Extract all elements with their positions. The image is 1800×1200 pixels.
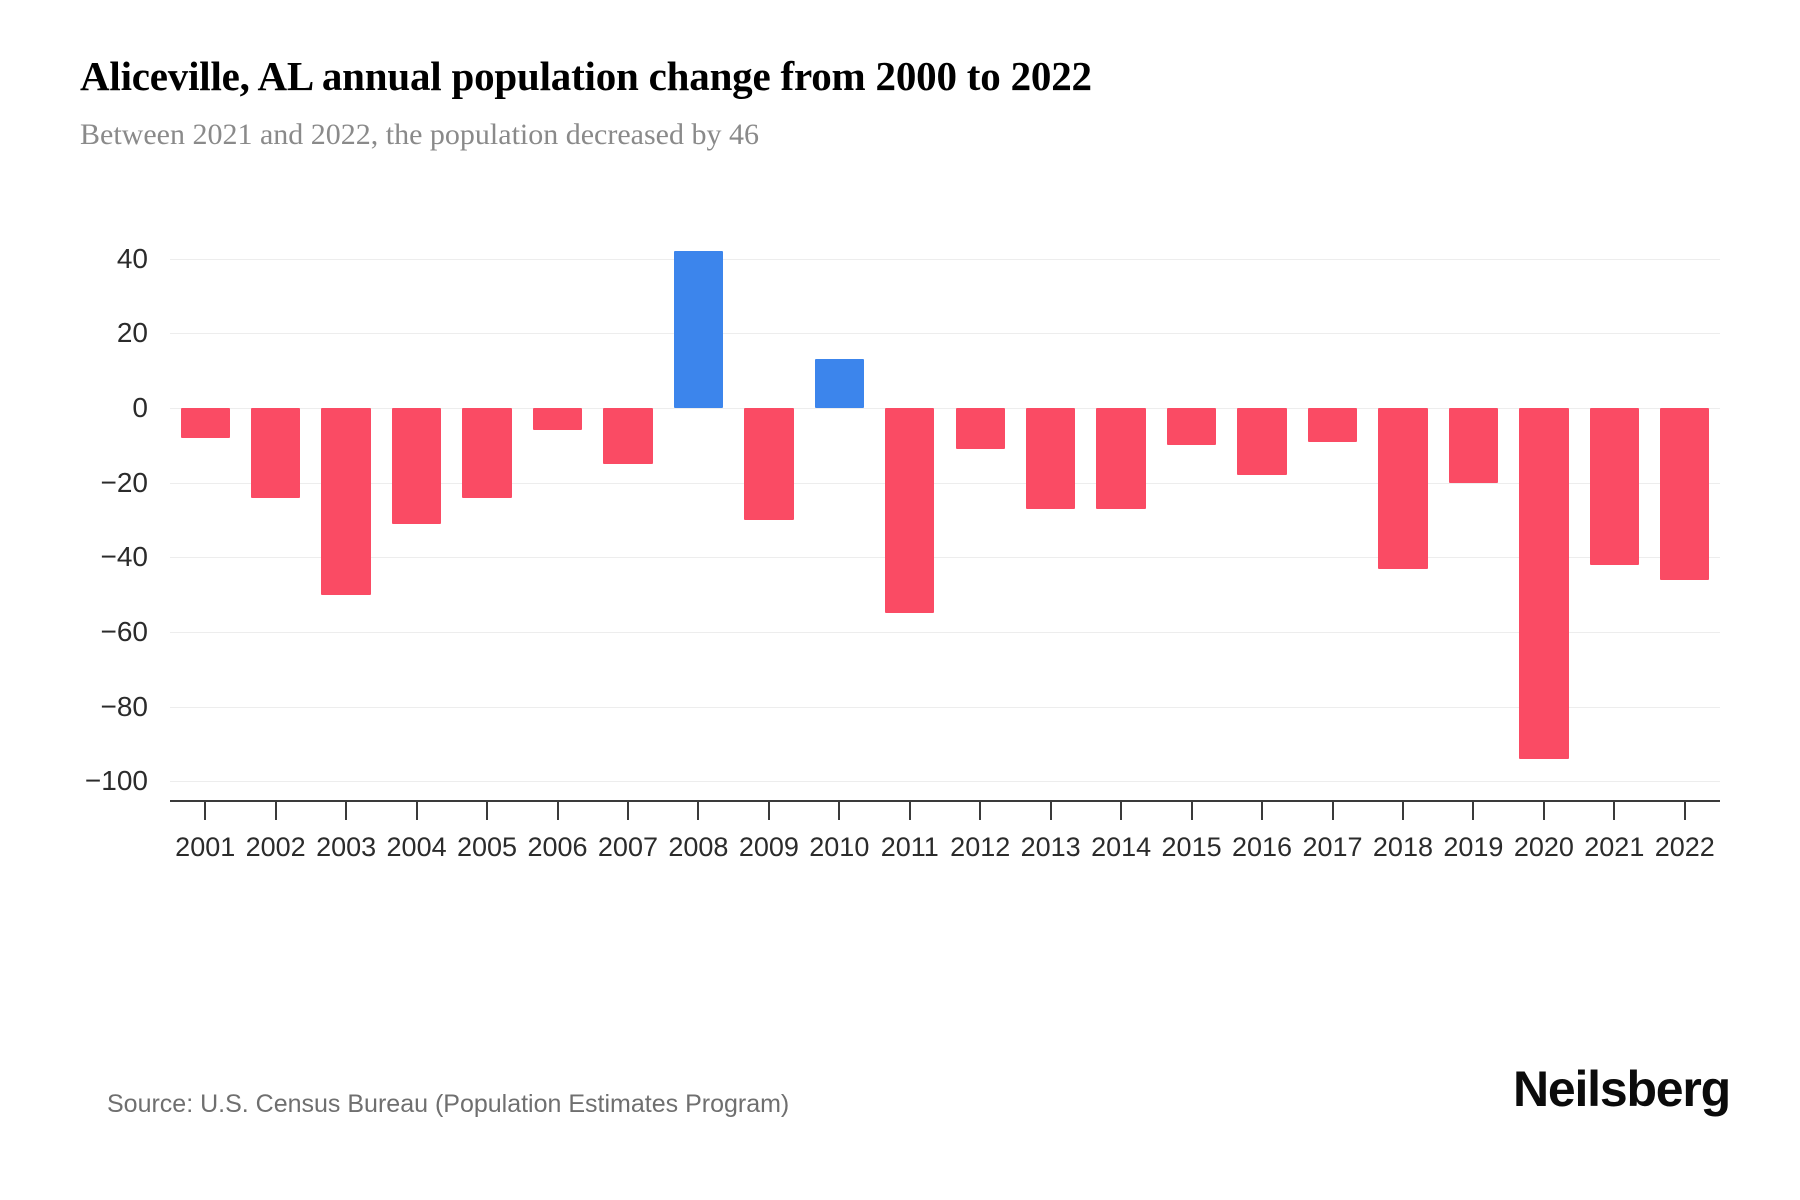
bar-2021[interactable] [1589,408,1639,565]
bar-2003[interactable] [321,408,371,595]
x-axis-tick-mark [345,802,348,820]
x-axis-tick-mark [1542,802,1545,820]
bar-2006[interactable] [532,408,583,431]
y-axis-tick-label: 0 [132,392,148,423]
x-axis-tick-label: 2012 [950,832,1011,862]
y-axis-tick-label: 20 [116,317,148,349]
x-axis-tick-mark [556,802,559,820]
x-axis-tick-label: 2001 [175,832,236,862]
page-subtitle: Between 2021 and 2022, the population de… [80,118,759,151]
x-axis-tick-mark [1683,802,1686,820]
x-axis-tick-mark [979,802,982,820]
x-axis-tick-label: 2009 [738,832,799,862]
bar-2012[interactable] [955,408,1005,450]
x-axis-tick-mark [415,802,418,820]
bar-2005[interactable] [462,408,512,498]
x-axis-tick-label: 2005 [456,832,518,862]
gridline [170,632,1720,633]
gridline [170,557,1720,559]
x-axis-tick-mark [1049,802,1052,820]
x-axis-tick-mark [1120,802,1123,820]
bar-2010[interactable] [814,359,864,408]
gridline [170,706,1720,708]
gridline [170,333,1720,335]
bar-2013[interactable] [1026,408,1076,509]
y-axis-tick-label: −40 [100,541,149,573]
bar-2020[interactable] [1519,408,1569,759]
x-axis-tick-mark [908,802,911,820]
bar-2004[interactable] [391,408,442,524]
gridline [170,408,1720,409]
y-axis-tick-label: 40 [116,242,148,274]
page-title: Aliceville, AL annual population change … [80,53,1092,99]
y-axis-tick-label: −60 [100,616,149,647]
x-axis-tick-label: 2007 [597,832,658,862]
gridline [170,482,1720,484]
y-axis-tick-label: −80 [100,690,149,722]
x-axis-tick-mark [626,802,629,820]
x-axis-tick-label: 2003 [316,832,377,862]
x-axis-tick-label: 2010 [809,832,870,862]
x-axis-tick-label: 2017 [1302,832,1363,862]
bar-2011[interactable] [885,408,935,614]
x-axis-tick-label: 2019 [1443,832,1504,862]
bar-2016[interactable] [1237,408,1287,476]
bar-2018[interactable] [1378,408,1428,569]
y-axis-tick-label: −20 [100,466,149,498]
x-axis-tick-label: 2013 [1020,832,1081,862]
bar-2022[interactable] [1660,408,1710,580]
bar-2017[interactable] [1307,408,1358,442]
source-note: Source: U.S. Census Bureau (Population E… [107,1090,790,1118]
bar-2001[interactable] [180,408,230,438]
gridline [170,781,1720,783]
x-axis-tick-mark [838,802,841,820]
x-axis-tick-label: 2006 [527,832,588,862]
bar-2015[interactable] [1166,408,1217,446]
x-axis-tick-label: 2022 [1654,832,1715,862]
bar-2014[interactable] [1096,408,1146,509]
bar-series [170,0,1720,1200]
x-axis-tick-label: 2008 [668,832,729,862]
bar-2019[interactable] [1448,408,1499,483]
bar-2007[interactable] [603,408,653,464]
x-axis-tick-mark [204,802,207,820]
x-axis-tick-label: 2011 [880,832,939,862]
x-axis-tick-mark [1261,802,1264,820]
x-axis-tick-mark [1190,802,1193,820]
bar-2008[interactable] [673,251,724,408]
x-axis-tick-mark [274,802,277,820]
x-axis-tick-mark [1401,802,1404,820]
x-axis-tick-label: 2014 [1091,832,1152,862]
x-axis-tick-label: 2018 [1372,832,1433,862]
brand-logo: Neilsberg [1512,1061,1731,1117]
x-axis-tick-label: 2021 [1584,832,1645,862]
bar-2009[interactable] [744,408,794,520]
x-axis-tick-mark [486,802,489,820]
x-axis-tick-label: 2002 [245,832,306,862]
x-axis-tick-mark [1472,802,1475,820]
x-axis-line [170,800,1720,802]
x-axis-tick-mark [697,802,700,820]
gridline [170,258,1720,260]
x-axis-tick-mark [1331,802,1334,820]
x-axis-tick-label: 2020 [1513,832,1574,862]
x-axis-tick-label: 2004 [386,832,447,862]
y-axis-tick-label: −100 [84,765,148,797]
bar-2002[interactable] [251,408,301,498]
x-axis-tick-label: 2015 [1161,832,1222,862]
x-axis-tick-mark [767,802,770,820]
x-axis-tick-mark [1613,802,1616,820]
x-axis-tick-label: 2016 [1231,832,1293,862]
